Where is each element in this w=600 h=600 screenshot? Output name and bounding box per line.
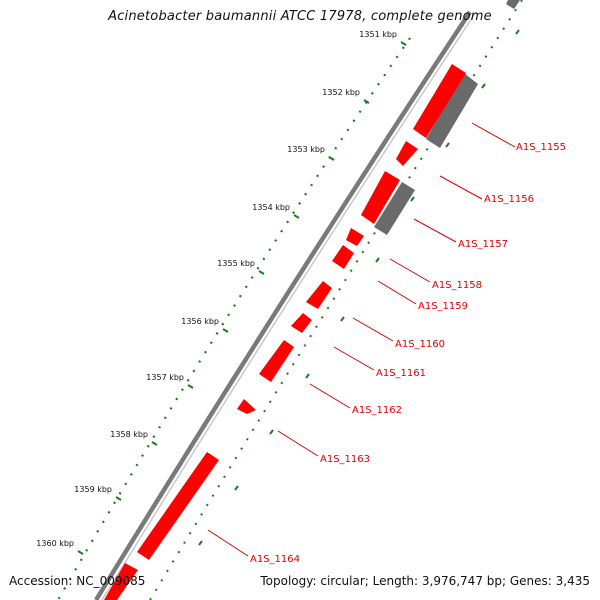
- gene-callout-line: [333, 346, 375, 371]
- gene-callout-line: [352, 317, 394, 342]
- forward-gene: [361, 171, 400, 224]
- reverse-gene: [426, 73, 478, 148]
- gene-callout-line: [207, 529, 249, 557]
- kbp-tick-label: 1359 kbp: [74, 485, 112, 494]
- kbp-tick-label: 1354 kbp: [252, 203, 290, 212]
- kbp-tick-label: 1358 kbp: [110, 430, 148, 439]
- genome-title: Acinetobacter baumannii ATCC 17978, comp…: [108, 9, 492, 24]
- forward-gene: [104, 563, 138, 600]
- reverse-gene: [374, 182, 415, 235]
- forward-gene: [291, 313, 312, 333]
- accession-text: Accession: NC_009085: [9, 574, 146, 588]
- forward-gene: [396, 141, 418, 166]
- reverse-genes: [374, 73, 478, 235]
- forward-gene: [413, 64, 466, 138]
- gene-label[interactable]: A1S_1161: [376, 368, 426, 379]
- gene-callout-line: [309, 383, 351, 409]
- kbp-tick-label: 1356 kbp: [181, 317, 219, 326]
- kbp-tick: [400, 41, 407, 46]
- gene-label[interactable]: A1S_1163: [320, 454, 370, 465]
- genome-backbone-highlight: [101, 11, 477, 600]
- kbp-tick-label: 1355 kbp: [217, 259, 255, 268]
- gene-label[interactable]: A1S_1160: [395, 339, 445, 350]
- forward-gene: [259, 340, 294, 382]
- kbp-ruler: 1351 kbp 1352 kbp 1353 kbp 1354 kbp 1355 kbp…: [36, 30, 407, 555]
- kbp-tick: [115, 496, 122, 501]
- gene-labels: A1S_1155 A1S_1156 A1S_1157 A1S_1158 A1S_1159…: [207, 122, 566, 565]
- gene-label[interactable]: A1S_1159: [418, 301, 468, 312]
- kbp-tick: [258, 270, 265, 275]
- gene-callout-line: [413, 218, 457, 243]
- forward-gene: [346, 228, 364, 246]
- inner-track-ticks: [198, 29, 520, 546]
- forward-gene: [306, 281, 332, 309]
- genome-summary-text: Topology: circular; Length: 3,976,747 bp…: [260, 574, 590, 588]
- gene-label[interactable]: A1S_1158: [432, 280, 482, 291]
- gene-label[interactable]: A1S_1164: [250, 554, 300, 565]
- kbp-tick: [222, 328, 229, 333]
- kbp-tick: [77, 550, 84, 555]
- kbp-tick: [293, 214, 300, 219]
- forward-gene: [332, 245, 354, 269]
- kbp-tick-label: 1360 kbp: [36, 539, 74, 548]
- gene-label[interactable]: A1S_1162: [352, 405, 402, 416]
- gene-callout-line: [277, 430, 319, 457]
- gene-label[interactable]: A1S_1157: [458, 239, 508, 250]
- kbp-tick: [328, 156, 335, 161]
- kbp-ruler-track: [57, 37, 411, 600]
- genome-backbone: [94, 10, 472, 600]
- kbp-tick: [363, 99, 370, 104]
- kbp-tick-label: 1352 kbp: [322, 88, 360, 97]
- forward-genes: [104, 64, 466, 600]
- gene-callout-line: [471, 122, 516, 148]
- kbp-tick-label: 1351 kbp: [359, 30, 397, 39]
- kbp-tick-label: 1357 kbp: [146, 373, 184, 382]
- gene-callout-line: [439, 175, 483, 200]
- gene-callout-line: [389, 258, 431, 283]
- gene-label[interactable]: A1S_1156: [484, 194, 534, 205]
- forward-gene: [237, 399, 256, 414]
- gene-callout-line: [377, 280, 417, 305]
- kbp-tick: [187, 384, 194, 389]
- kbp-tick: [151, 441, 158, 446]
- gene-label[interactable]: A1S_1155: [516, 142, 566, 153]
- reverse-gene-partial: [506, 0, 520, 9]
- kbp-tick-label: 1353 kbp: [287, 145, 325, 154]
- forward-gene: [137, 452, 219, 560]
